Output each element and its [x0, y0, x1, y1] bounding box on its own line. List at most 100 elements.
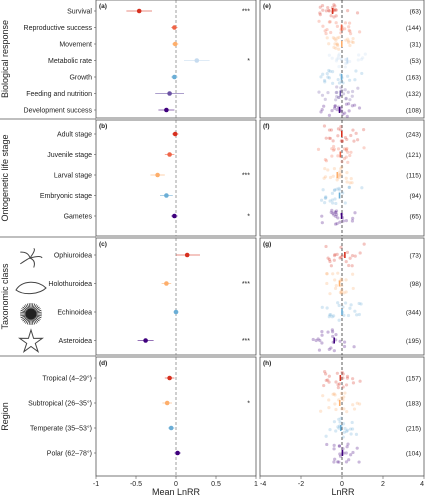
raw-data-point — [360, 186, 364, 190]
raw-data-point — [327, 128, 332, 132]
raw-data-point — [347, 185, 351, 189]
row-label: Growth — [69, 75, 92, 82]
raw-data-point — [318, 338, 322, 343]
raw-data-point — [326, 5, 330, 10]
raw-data-point — [331, 139, 335, 143]
raw-data-point — [335, 57, 339, 61]
sample-count: (73) — [409, 253, 421, 260]
raw-data-point — [340, 58, 344, 62]
raw-data-point — [340, 284, 344, 288]
raw-data-point — [342, 344, 347, 349]
raw-data-point — [343, 391, 347, 395]
significance-stars: * — [247, 401, 250, 408]
raw-data-point — [323, 370, 327, 374]
raw-data-point — [321, 188, 325, 192]
raw-data-point — [345, 137, 349, 142]
row-label: Subtropical (26–35°) — [28, 400, 92, 408]
significance-stars: *** — [242, 173, 250, 180]
raw-data-point — [336, 54, 341, 58]
raw-data-point — [342, 407, 346, 411]
raw-data-point — [344, 57, 348, 62]
raw-data-point — [332, 392, 336, 396]
mean-point — [167, 152, 172, 157]
raw-data-point — [334, 284, 338, 288]
raw-data-point — [320, 330, 324, 334]
raw-data-point — [333, 210, 337, 214]
raw-data-point — [327, 257, 332, 262]
raw-data-point — [337, 188, 341, 192]
raw-data-point — [335, 108, 339, 112]
raw-data-point — [337, 444, 342, 448]
raw-data-point — [354, 131, 358, 135]
raw-data-point — [339, 245, 343, 249]
row-label: Embryonic stage — [40, 193, 92, 200]
raw-data-point — [341, 92, 346, 96]
raw-data-point — [344, 290, 348, 294]
mean-point — [172, 25, 177, 30]
raw-data-point — [351, 216, 355, 220]
raw-data-point — [336, 77, 340, 82]
raw-data-point — [332, 3, 336, 7]
raw-data-point — [343, 65, 348, 69]
row-label: Gametes — [64, 214, 93, 221]
raw-data-point — [348, 306, 352, 310]
raw-data-point — [327, 398, 331, 402]
panel-letter: (g) — [263, 241, 271, 248]
sample-count: (65) — [409, 214, 421, 221]
raw-data-point — [327, 53, 331, 57]
raw-data-point — [333, 393, 337, 397]
sample-count: (94) — [409, 193, 421, 200]
raw-data-point — [349, 453, 353, 457]
sample-count: (108) — [406, 108, 421, 115]
panel-letter: (a) — [99, 3, 107, 10]
raw-data-point — [339, 31, 343, 35]
raw-data-point — [323, 201, 327, 205]
raw-data-point — [334, 8, 338, 12]
sea-urchin-icon — [20, 303, 42, 325]
row-label: Ophiuroidea — [54, 253, 92, 260]
sample-count: (121) — [406, 152, 421, 159]
brittle-star-arm — [29, 248, 35, 259]
raw-data-point — [354, 69, 358, 73]
sample-count: (144) — [406, 25, 421, 32]
raw-data-point — [334, 21, 338, 25]
raw-data-point — [336, 425, 340, 429]
raw-data-point — [348, 256, 352, 260]
raw-data-point — [339, 396, 344, 400]
raw-data-point — [344, 102, 349, 106]
raw-data-point — [338, 454, 343, 458]
raw-data-point — [340, 278, 344, 283]
raw-data-point — [331, 201, 335, 205]
raw-data-point — [326, 90, 330, 95]
significance-stars: *** — [242, 281, 250, 288]
raw-data-point — [341, 376, 345, 380]
raw-data-point — [362, 146, 366, 150]
taxon-icons — [15, 248, 47, 354]
raw-data-point — [329, 210, 333, 214]
panel-letter: (e) — [263, 3, 271, 10]
raw-data-point — [335, 85, 339, 89]
row-label: Survival — [67, 9, 92, 16]
raw-data-point — [334, 407, 338, 412]
raw-data-point — [355, 401, 359, 405]
raw-data-point — [332, 420, 337, 424]
raw-data-point — [351, 403, 355, 407]
raw-data-point — [333, 197, 337, 201]
raw-data-point — [357, 106, 362, 110]
raw-data-point — [339, 255, 343, 259]
raw-data-point — [325, 281, 329, 286]
raw-data-point — [341, 372, 345, 376]
raw-data-point — [329, 128, 334, 132]
raw-data-point — [361, 56, 365, 60]
raw-data-point — [342, 395, 346, 399]
raw-data-point — [348, 43, 352, 48]
raw-data-point — [345, 114, 349, 118]
raw-data-point — [351, 377, 355, 381]
raw-data-point — [348, 32, 353, 36]
raw-data-point — [334, 90, 338, 95]
raw-data-point — [328, 292, 332, 296]
raw-data-point — [357, 312, 361, 317]
raw-data-point — [357, 53, 361, 57]
raw-data-point — [336, 56, 340, 60]
right-x-axis-title: LnRR — [331, 487, 355, 497]
